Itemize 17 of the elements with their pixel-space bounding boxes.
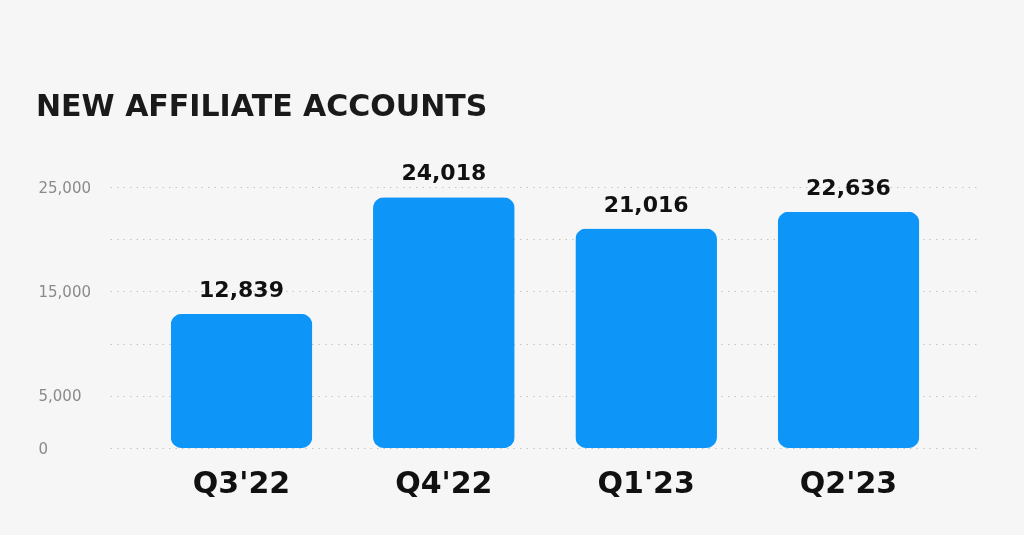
y-tick-label: 5,000 — [38, 387, 82, 406]
y-tick-label: 15,000 — [38, 282, 91, 301]
x-tick-label: Q2'23 — [799, 464, 898, 500]
data-label: 21,016 — [603, 191, 689, 217]
chart-title: NEW AFFILIATE ACCOUNTS — [36, 88, 488, 124]
data-label: 12,839 — [199, 276, 284, 302]
data-label: 22,636 — [806, 174, 891, 200]
bar — [777, 211, 920, 448]
bar — [373, 197, 515, 448]
y-tick-label: 0 — [38, 439, 49, 458]
x-tick-label: Q3'22 — [192, 464, 291, 500]
x-tick-label: Q4'22 — [395, 464, 493, 500]
x-tick-label: Q1'23 — [597, 464, 695, 500]
y-tick-label: 25,000 — [38, 178, 91, 197]
data-label: 24,018 — [401, 160, 487, 186]
bar — [575, 228, 717, 448]
bar — [170, 313, 313, 448]
